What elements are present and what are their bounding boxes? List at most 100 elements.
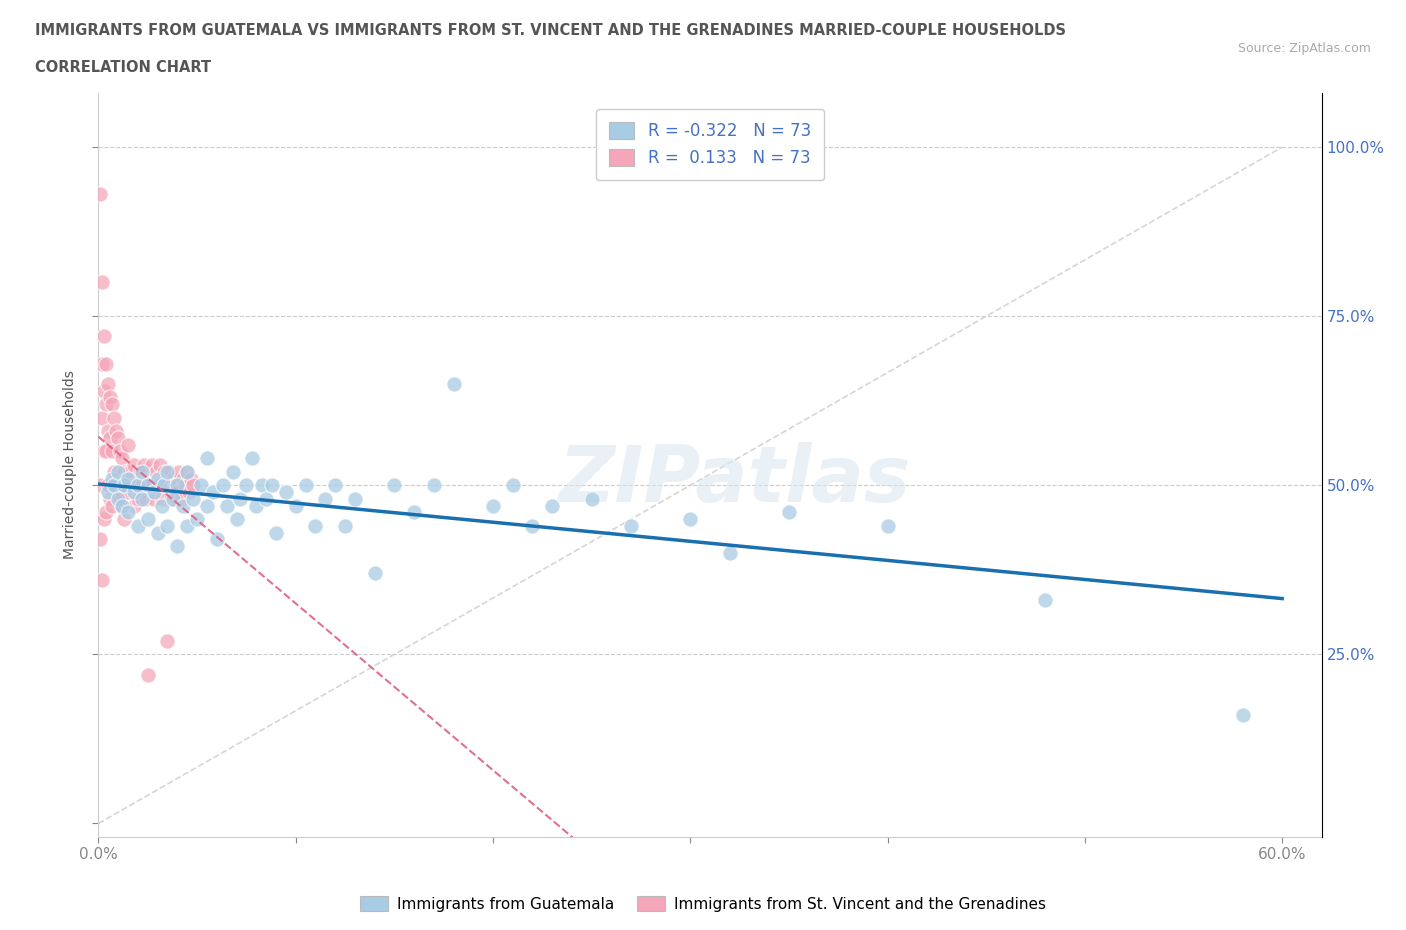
Point xyxy=(149,458,172,472)
Point xyxy=(107,485,129,499)
Point xyxy=(170,491,193,506)
Point xyxy=(101,472,124,486)
Point xyxy=(93,444,115,458)
Point xyxy=(112,464,135,479)
Point xyxy=(179,485,201,499)
Point xyxy=(160,491,183,506)
Point xyxy=(98,491,121,506)
Point xyxy=(127,518,149,533)
Point xyxy=(162,472,184,486)
Point xyxy=(150,498,173,513)
Point xyxy=(96,356,118,371)
Point xyxy=(136,478,159,493)
Point xyxy=(89,532,111,547)
Point xyxy=(225,512,247,526)
Point xyxy=(97,424,120,439)
Point xyxy=(111,498,134,513)
Text: CORRELATION CHART: CORRELATION CHART xyxy=(35,60,211,75)
Point xyxy=(145,464,167,479)
Point xyxy=(778,505,800,520)
Point xyxy=(136,512,159,526)
Point xyxy=(93,329,115,344)
Point xyxy=(141,458,163,472)
Point xyxy=(235,478,257,493)
Point xyxy=(260,478,283,493)
Point xyxy=(97,485,120,499)
Point xyxy=(105,478,128,493)
Point xyxy=(127,491,149,506)
Point xyxy=(250,478,273,493)
Point xyxy=(201,485,224,499)
Point xyxy=(111,498,134,513)
Point xyxy=(294,478,316,493)
Text: Source: ZipAtlas.com: Source: ZipAtlas.com xyxy=(1237,42,1371,55)
Point xyxy=(117,485,139,499)
Point xyxy=(152,464,174,479)
Point xyxy=(215,498,238,513)
Point xyxy=(89,478,111,493)
Point xyxy=(111,451,134,466)
Point xyxy=(131,478,153,493)
Point xyxy=(363,565,385,580)
Point xyxy=(404,505,426,520)
Point xyxy=(718,546,741,561)
Point xyxy=(314,491,336,506)
Point xyxy=(132,458,155,472)
Point xyxy=(176,518,198,533)
Point xyxy=(105,424,128,439)
Point xyxy=(174,478,197,493)
Point xyxy=(117,472,139,486)
Point xyxy=(103,478,125,493)
Point xyxy=(98,431,121,445)
Legend: Immigrants from Guatemala, Immigrants from St. Vincent and the Grenadines: Immigrants from Guatemala, Immigrants fr… xyxy=(354,889,1052,918)
Point xyxy=(195,451,218,466)
Point xyxy=(274,485,297,499)
Point xyxy=(522,518,544,533)
Point xyxy=(101,498,124,513)
Point xyxy=(229,491,252,506)
Point xyxy=(284,498,307,513)
Point xyxy=(254,491,277,506)
Point xyxy=(304,518,326,533)
Point xyxy=(205,532,228,547)
Point xyxy=(112,512,135,526)
Point xyxy=(107,464,129,479)
Point xyxy=(97,478,120,493)
Point xyxy=(115,472,138,486)
Point xyxy=(146,525,169,540)
Point xyxy=(190,478,212,493)
Y-axis label: Married-couple Households: Married-couple Households xyxy=(63,370,77,560)
Point xyxy=(166,478,188,493)
Point xyxy=(128,464,150,479)
Point xyxy=(96,397,118,412)
Point xyxy=(876,518,898,533)
Point xyxy=(108,444,131,458)
Point xyxy=(146,472,169,486)
Point xyxy=(103,464,125,479)
Point xyxy=(117,437,139,452)
Point xyxy=(156,518,179,533)
Point xyxy=(186,512,208,526)
Point xyxy=(103,410,125,425)
Point xyxy=(620,518,643,533)
Point xyxy=(98,390,121,405)
Point xyxy=(172,472,194,486)
Point xyxy=(541,498,564,513)
Point xyxy=(176,464,198,479)
Point xyxy=(162,491,184,506)
Point xyxy=(96,505,118,520)
Point xyxy=(156,464,179,479)
Point xyxy=(679,512,702,526)
Point xyxy=(138,478,160,493)
Point xyxy=(333,518,356,533)
Point xyxy=(127,478,149,493)
Point xyxy=(482,498,505,513)
Point xyxy=(581,491,603,506)
Point xyxy=(96,444,118,458)
Point xyxy=(112,478,135,493)
Text: IMMIGRANTS FROM GUATEMALA VS IMMIGRANTS FROM ST. VINCENT AND THE GRENADINES MARR: IMMIGRANTS FROM GUATEMALA VS IMMIGRANTS … xyxy=(35,23,1066,38)
Point xyxy=(93,512,115,526)
Point xyxy=(89,187,111,202)
Point xyxy=(97,377,120,392)
Point xyxy=(181,478,204,493)
